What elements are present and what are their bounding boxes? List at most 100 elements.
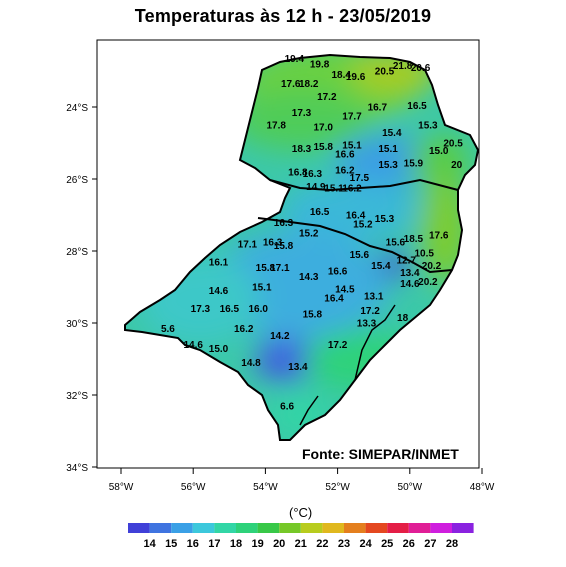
station-value: 16.7 bbox=[368, 103, 388, 114]
station-value: 15.8 bbox=[303, 310, 323, 321]
station-value: 17.1 bbox=[238, 239, 258, 250]
station-value: 15.8 bbox=[274, 241, 294, 252]
station-value: 10.5 bbox=[414, 248, 434, 259]
lat-tick-label: 28°S bbox=[66, 247, 88, 258]
station-value: 14.6 bbox=[183, 340, 203, 351]
station-value: 20 bbox=[451, 160, 463, 171]
station-value: 16.3 bbox=[263, 238, 283, 249]
station-value: 17.2 bbox=[360, 306, 380, 317]
lon-tick-label: 48°W bbox=[470, 482, 495, 493]
lagoa-dos-patos bbox=[354, 304, 396, 381]
lat-tick-label: 30°S bbox=[66, 319, 88, 330]
station-value: 15.2 bbox=[299, 229, 319, 240]
station-value: 17.2 bbox=[317, 92, 337, 103]
station-value: 13.4 bbox=[400, 268, 420, 279]
station-values: 19.4 19.8 21.820.620.518.419.617.618.217.2… bbox=[161, 54, 463, 412]
station-value: 16.8 bbox=[288, 167, 308, 178]
station-value: 13.3 bbox=[357, 319, 377, 330]
station-value: 16.5 bbox=[407, 101, 427, 112]
station-value: 15.1 bbox=[324, 184, 344, 195]
station-value: 15.1 bbox=[378, 144, 398, 155]
station-value: 16.6 bbox=[328, 266, 348, 277]
station-value: 15.3 bbox=[418, 121, 438, 132]
station-value: 17.2 bbox=[328, 340, 348, 351]
station-value: 15.8 bbox=[313, 142, 333, 153]
lon-tick-label: 56°W bbox=[181, 482, 206, 493]
lon-tick-label: 58°W bbox=[109, 482, 134, 493]
station-value: 17.7 bbox=[342, 112, 362, 123]
station-value: 15.0 bbox=[209, 344, 229, 355]
station-value: 15.3 bbox=[375, 214, 395, 225]
station-value: 13.4 bbox=[288, 362, 308, 373]
lat-tick-label: 32°S bbox=[66, 391, 88, 402]
station-value: 14.3 bbox=[299, 272, 319, 283]
station-value: 14.5 bbox=[335, 284, 355, 295]
station-value: 15.0 bbox=[429, 146, 449, 157]
station-value: 19.6 bbox=[346, 72, 366, 83]
station-value: 16.4 bbox=[346, 211, 366, 222]
station-value: 16.2 bbox=[342, 184, 362, 195]
station-value: 16.2 bbox=[234, 324, 254, 335]
station-value: 13.1 bbox=[364, 292, 384, 303]
lat-tick-label: 24°S bbox=[66, 103, 88, 114]
station-value: 15.8 bbox=[256, 263, 276, 274]
map-frame bbox=[96, 39, 480, 469]
station-value: 19.4 bbox=[285, 54, 305, 65]
station-value: 20.2 bbox=[422, 261, 442, 272]
station-value: 16.5 bbox=[220, 304, 240, 315]
station-value: 15.3 bbox=[378, 160, 398, 171]
station-value: 16.1 bbox=[209, 257, 229, 268]
station-value: 20.2 bbox=[418, 277, 438, 288]
station-value: 6.6 bbox=[280, 401, 294, 412]
station-value: 15.4 bbox=[371, 261, 391, 272]
station-value: 20.6 bbox=[411, 63, 431, 74]
station-value: 17.5 bbox=[350, 173, 370, 184]
station-value: 16.3 bbox=[274, 218, 294, 229]
lon-tick-label: 52°W bbox=[325, 482, 350, 493]
station-value: 19.8 bbox=[310, 59, 330, 70]
station-value: 15.6 bbox=[386, 238, 406, 249]
station-value: 17.6 bbox=[429, 230, 449, 241]
station-value: 17.3 bbox=[191, 304, 211, 315]
lon-axis: 58°W 56°W 54°W 52°W 50°W 48°W bbox=[109, 468, 495, 493]
lon-tick-label: 50°W bbox=[398, 482, 423, 493]
station-value: 14.8 bbox=[241, 358, 261, 369]
station-value: 14.9 bbox=[306, 182, 326, 193]
station-value: 15.1 bbox=[342, 140, 362, 151]
pr-sc-border bbox=[269, 178, 459, 192]
station-value: 18.2 bbox=[299, 79, 319, 90]
unit-label: (°C) bbox=[289, 505, 313, 520]
station-value: 20.5 bbox=[443, 139, 463, 150]
station-value: 16.4 bbox=[324, 293, 344, 304]
station-value: 15.6 bbox=[350, 250, 370, 261]
station-value: 15.2 bbox=[353, 220, 373, 231]
lat-tick-label: 34°S bbox=[66, 463, 88, 474]
station-value: 18.4 bbox=[331, 70, 351, 81]
station-value: 16.5 bbox=[310, 207, 330, 218]
station-value: 16.3 bbox=[303, 169, 323, 180]
sc-rs-border bbox=[257, 217, 453, 274]
map-title: Temperaturas às 12 h - 23/05/2019 bbox=[134, 6, 432, 26]
station-value: 18.3 bbox=[292, 144, 312, 155]
station-value: 14.2 bbox=[270, 331, 290, 342]
station-value: 17.8 bbox=[266, 121, 286, 132]
station-value: 18.5 bbox=[404, 234, 424, 245]
station-value: 15.9 bbox=[404, 158, 424, 169]
lat-axis: 24°S 26°S 28°S 30°S 32°S 34°S bbox=[66, 103, 97, 474]
station-value: 17.0 bbox=[313, 122, 333, 133]
station-value: 17.3 bbox=[292, 108, 312, 119]
station-value: 16.2 bbox=[335, 166, 355, 177]
station-value: 17.1 bbox=[270, 263, 290, 274]
lat-tick-label: 26°S bbox=[66, 175, 88, 186]
station-value: 16.6 bbox=[335, 149, 355, 160]
lagoa-mirim bbox=[299, 395, 319, 426]
station-value: 14.6 bbox=[209, 286, 229, 297]
station-value: 17.6 bbox=[281, 79, 301, 90]
station-value: 20.5 bbox=[375, 67, 395, 78]
station-value: 18 bbox=[397, 313, 409, 324]
station-value: 5.6 bbox=[161, 324, 175, 335]
station-value: 14.6 bbox=[400, 279, 420, 290]
station-value: 21.8 bbox=[393, 61, 413, 72]
station-value: 15.1 bbox=[252, 283, 272, 294]
